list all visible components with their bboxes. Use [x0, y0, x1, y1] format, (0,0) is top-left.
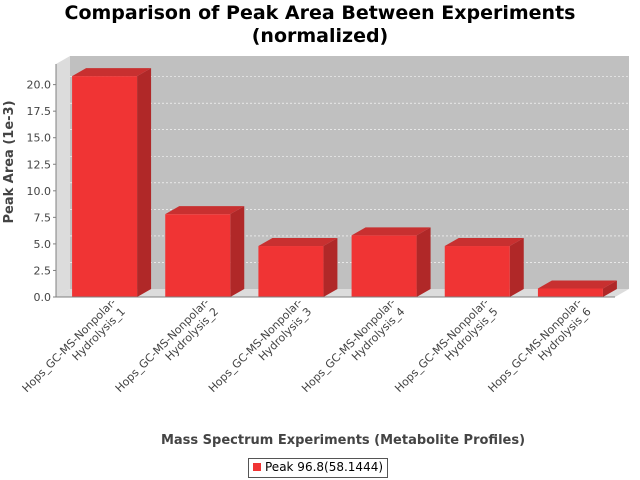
- bar-top: [351, 227, 431, 236]
- x-tick-label-line: Hops_GC-MS-Nonpolar-: [206, 296, 305, 395]
- x-tick-label: Hops_GC-MS-Nonpolar-Hydrolysis_2: [113, 296, 221, 404]
- bar-front: [444, 246, 510, 297]
- y-tick-label: 0.0: [34, 291, 52, 304]
- x-tick-label-line: Hops_GC-MS-Nonpolar-: [485, 296, 584, 395]
- y-tick-label: 7.5: [34, 211, 52, 224]
- bar-front: [72, 76, 138, 297]
- x-tick-label: Hops_GC-MS-Nonpolar-Hydrolysis_3: [206, 296, 314, 404]
- bar-side: [137, 68, 152, 297]
- y-tick-labels: 0.0 2.5 5.0 7.5 10.0 12.5 15.0 17.5 20.0: [27, 79, 56, 304]
- x-tick-label-line: Hops_GC-MS-Nonpolar-: [299, 296, 398, 395]
- x-tick-label-line: Hops_GC-MS-Nonpolar-: [20, 296, 119, 395]
- bar: [72, 68, 152, 297]
- y-tick-label: 12.5: [27, 158, 52, 171]
- bar-side: [416, 227, 431, 297]
- bar-front: [258, 246, 324, 297]
- bar-top: [72, 68, 152, 77]
- axes: [55, 64, 615, 298]
- x-tick-label-line: Hops_GC-MS-Nonpolar-: [392, 296, 491, 395]
- legend: Peak 96.8(58.1444): [248, 458, 389, 478]
- y-tick-label: 15.0: [27, 132, 52, 145]
- bar-front: [537, 288, 603, 297]
- y-tick-label: 2.5: [34, 264, 52, 277]
- plot-back-wall: [70, 56, 629, 289]
- bar: [165, 206, 245, 297]
- bar-side: [230, 206, 245, 297]
- bar: [351, 227, 431, 297]
- chart-title-line-2: (normalized): [251, 25, 389, 47]
- bar: [537, 280, 617, 297]
- x-tick-label: Hops_GC-MS-Nonpolar-Hydrolysis_1: [20, 296, 128, 404]
- bar-top: [537, 280, 617, 289]
- bar-side: [602, 280, 617, 297]
- bar-side: [323, 238, 338, 297]
- y-tick-label: 20.0: [27, 79, 52, 92]
- bar: [444, 238, 524, 297]
- plot-left-wall: [56, 56, 70, 297]
- bars: [72, 68, 617, 297]
- y-axis-label: Peak Area (1e-3): [2, 100, 17, 223]
- x-tick-label: Hops_GC-MS-Nonpolar-Hydrolysis_6: [485, 296, 593, 404]
- chart-title-line-1: Comparison of Peak Area Between Experime…: [64, 2, 576, 24]
- bar-top: [444, 238, 524, 247]
- bar-front: [351, 235, 417, 297]
- y-tick-label: 17.5: [27, 105, 52, 118]
- y-tick-label: 5.0: [34, 238, 52, 251]
- x-tick-label: Hops_GC-MS-Nonpolar-Hydrolysis_5: [392, 296, 500, 404]
- bar: [258, 238, 338, 297]
- legend-swatch: [253, 463, 261, 471]
- x-tick-label-line: Hops_GC-MS-Nonpolar-: [113, 296, 212, 395]
- bar-front: [165, 214, 231, 297]
- y-tick-label: 10.0: [27, 185, 52, 198]
- gridlines: [70, 76, 629, 263]
- legend-label: Peak 96.8(58.1444): [265, 460, 384, 474]
- x-tick-labels: Hops_GC-MS-Nonpolar-Hydrolysis_1Hops_GC-…: [20, 296, 594, 404]
- x-axis-label: Mass Spectrum Experiments (Metabolite Pr…: [161, 433, 525, 448]
- bar-top: [258, 238, 338, 247]
- bar-top: [165, 206, 245, 215]
- chart-title: Comparison of Peak Area Between Experime…: [0, 2, 640, 48]
- bar-side: [509, 238, 524, 297]
- x-tick-label: Hops_GC-MS-Nonpolar-Hydrolysis_4: [299, 296, 407, 404]
